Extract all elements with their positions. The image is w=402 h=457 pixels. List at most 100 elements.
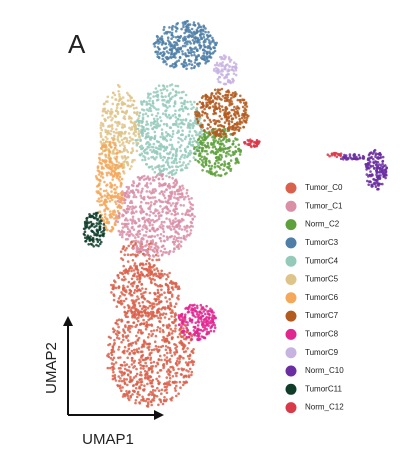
point [152,399,156,402]
point [348,153,352,156]
point [119,250,123,253]
point [148,312,151,315]
point [155,328,159,332]
point [343,153,346,157]
point [176,335,180,339]
point [381,172,385,176]
point [127,132,131,135]
point [174,25,177,29]
point [154,299,158,303]
point [150,281,153,285]
point [168,175,171,179]
point [180,314,183,317]
point [234,116,238,119]
point [152,148,155,152]
point [148,323,151,327]
point [238,120,242,123]
point [190,335,194,338]
point [112,174,116,177]
point [120,379,124,383]
point [110,145,113,149]
point [158,40,162,44]
point [210,164,214,168]
point [187,58,191,62]
point [121,202,124,205]
point [174,372,177,375]
point [113,134,116,138]
point [105,220,109,224]
point [123,201,127,205]
point [120,363,123,367]
point [185,224,189,228]
point [160,253,164,257]
point [145,213,149,216]
point [117,356,120,360]
point-cloud [82,19,389,408]
point [114,332,118,336]
point [181,139,184,142]
point [197,144,201,147]
point [87,243,90,246]
point [172,159,176,163]
point [123,306,126,309]
point [153,196,157,199]
point [225,118,229,121]
point [128,205,132,209]
point [166,36,170,39]
point [229,154,233,157]
point [155,156,158,159]
point [368,173,372,177]
point [214,130,218,133]
point [371,164,375,168]
point [137,350,140,354]
point [120,370,124,374]
point [143,388,146,391]
point [162,230,166,233]
point [175,374,178,378]
point [102,124,105,128]
point [166,351,169,355]
point [211,135,214,139]
point [160,223,163,226]
point [138,136,141,139]
point [131,393,134,396]
point [98,228,102,231]
point [130,344,133,347]
point [171,177,174,180]
point [368,160,372,164]
point [194,152,197,156]
point [139,371,143,374]
point [189,119,192,122]
point [241,105,245,109]
point [198,62,202,65]
point [115,336,119,340]
point [175,238,178,242]
point [374,153,378,157]
point [105,171,109,175]
point [182,368,186,371]
point [152,315,156,318]
point [106,116,110,119]
point [112,350,116,353]
point [157,298,160,301]
point [105,217,109,221]
point [145,190,149,193]
point [162,250,165,254]
point [366,158,370,162]
point [131,205,134,208]
point [133,272,136,276]
point [141,287,144,290]
point [123,367,127,371]
point [178,287,181,291]
point [173,235,176,238]
point [139,194,143,197]
point [214,97,217,100]
point [145,230,148,234]
point [150,324,154,327]
point [102,234,105,238]
point [175,123,178,127]
point [123,160,127,163]
point [111,96,114,99]
point [120,374,124,377]
legend-label: Tumor_C1 [305,201,343,210]
